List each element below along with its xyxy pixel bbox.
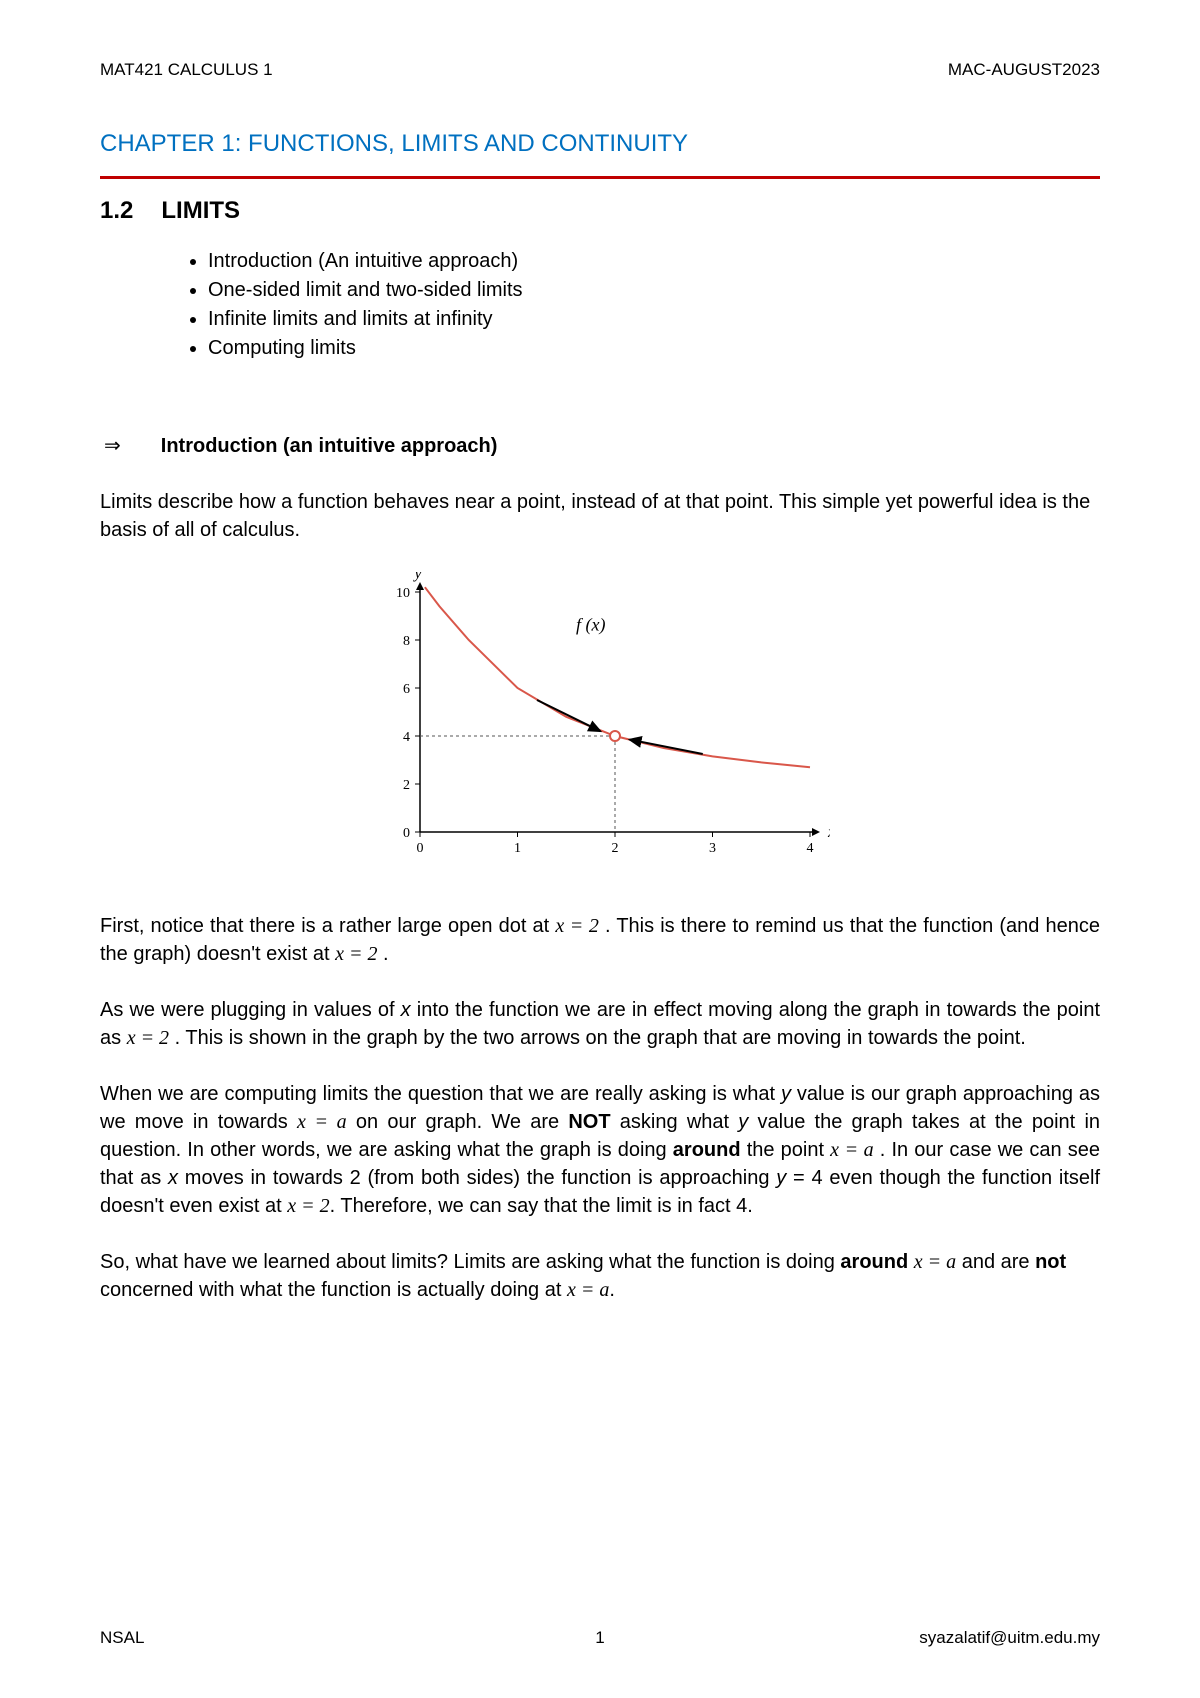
page-header: MAT421 CALCULUS 1 MAC-AUGUST2023 <box>100 60 1100 80</box>
section-divider <box>100 176 1100 179</box>
header-right: MAC-AUGUST2023 <box>948 60 1100 80</box>
paragraph-1: Limits describe how a function behaves n… <box>100 488 1100 544</box>
list-item: Computing limits <box>208 334 1100 363</box>
topics-list: Introduction (An intuitive approach) One… <box>190 247 1100 363</box>
footer-left: NSAL <box>100 1628 144 1648</box>
limit-graph: 0 1 2 3 4 0 2 4 6 8 10 x y f (x) <box>100 572 1100 872</box>
section-number: 1.2 <box>100 197 133 225</box>
chapter-title: CHAPTER 1: FUNCTIONS, LIMITS AND CONTINU… <box>100 130 1100 158</box>
intro-heading-row: ⇒ Introduction (an intuitive approach) <box>104 433 1100 458</box>
paragraph-5: So, what have we learned about limits? L… <box>100 1248 1100 1304</box>
limit-graph-svg: 0 1 2 3 4 0 2 4 6 8 10 x y f (x) <box>370 572 830 872</box>
paragraph-3: As we were plugging in values of x into … <box>100 996 1100 1052</box>
page-footer: NSAL 1 syazalatif@uitm.edu.my <box>100 1628 1100 1648</box>
section-title: LIMITS <box>161 197 240 225</box>
arrow-icon: ⇒ <box>104 433 121 458</box>
page-number: 1 <box>595 1628 604 1648</box>
section-heading: 1.2 LIMITS <box>100 197 1100 225</box>
svg-text:y: y <box>412 572 422 582</box>
header-left: MAT421 CALCULUS 1 <box>100 60 273 80</box>
svg-text:x: x <box>827 824 830 841</box>
svg-text:4: 4 <box>807 841 814 856</box>
svg-text:0: 0 <box>417 841 424 856</box>
svg-text:2: 2 <box>403 778 410 793</box>
list-item: One-sided limit and two-sided limits <box>208 276 1100 305</box>
svg-text:10: 10 <box>396 586 410 601</box>
paragraph-4: When we are computing limits the questio… <box>100 1080 1100 1220</box>
intro-heading: Introduction (an intuitive approach) <box>161 435 498 458</box>
svg-text:4: 4 <box>403 730 410 745</box>
paragraph-2: First, notice that there is a rather lar… <box>100 912 1100 968</box>
list-item: Introduction (An intuitive approach) <box>208 247 1100 276</box>
svg-text:0: 0 <box>403 826 410 841</box>
svg-text:f (x): f (x) <box>576 614 605 635</box>
svg-text:8: 8 <box>403 634 410 649</box>
list-item: Infinite limits and limits at infinity <box>208 305 1100 334</box>
svg-text:2: 2 <box>612 841 619 856</box>
footer-right: syazalatif@uitm.edu.my <box>919 1628 1100 1648</box>
svg-text:3: 3 <box>709 841 716 856</box>
svg-text:1: 1 <box>514 841 521 856</box>
svg-text:6: 6 <box>403 682 410 697</box>
